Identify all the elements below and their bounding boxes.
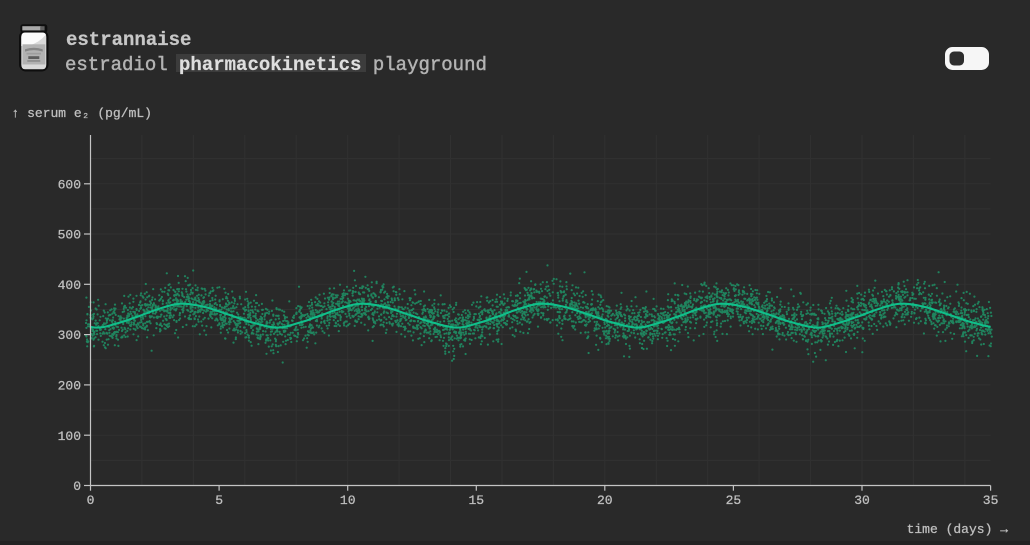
svg-text:100: 100 [58,429,81,444]
svg-text:30: 30 [854,493,870,508]
svg-text:400: 400 [58,278,81,293]
svg-text:200: 200 [58,379,81,394]
svg-text:5: 5 [215,493,223,508]
svg-text:estrannaise: estrannaise [66,29,191,51]
svg-text:500: 500 [58,228,81,243]
svg-text:35: 35 [983,493,999,508]
svg-text:↑ serum e₂ (pg/mL): ↑ serum e₂ (pg/mL) [12,106,152,121]
svg-text:estradiol pharmacokinetics pla: estradiol pharmacokinetics playground [65,54,487,76]
svg-text:20: 20 [597,493,613,508]
svg-text:15: 15 [468,493,484,508]
svg-text:300: 300 [58,328,81,343]
svg-text:10: 10 [340,493,356,508]
svg-text:time (days) →: time (days) → [907,522,1009,537]
svg-text:0: 0 [73,479,81,494]
svg-text:600: 600 [58,177,81,192]
svg-text:0: 0 [87,493,95,508]
svg-text:25: 25 [726,493,742,508]
